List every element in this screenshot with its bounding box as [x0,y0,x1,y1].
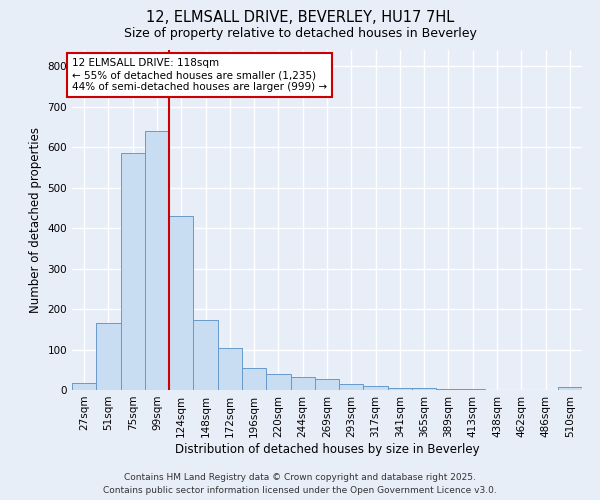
Bar [121,153,145,390]
Y-axis label: Number of detached properties: Number of detached properties [29,127,42,313]
Bar [388,388,412,390]
Bar [193,320,218,390]
Bar [558,387,582,390]
Bar [315,378,339,390]
Text: Size of property relative to detached houses in Beverley: Size of property relative to detached ho… [124,28,476,40]
Text: 12, ELMSALL DRIVE, BEVERLEY, HU17 7HL: 12, ELMSALL DRIVE, BEVERLEY, HU17 7HL [146,10,454,25]
Bar [461,389,485,390]
Bar [290,376,315,390]
Bar [339,384,364,390]
Bar [436,389,461,390]
Text: 12 ELMSALL DRIVE: 118sqm
← 55% of detached houses are smaller (1,235)
44% of sem: 12 ELMSALL DRIVE: 118sqm ← 55% of detach… [72,58,327,92]
Bar [96,323,121,390]
Bar [266,374,290,390]
Bar [169,216,193,390]
Bar [145,131,169,390]
Bar [218,348,242,390]
Bar [412,388,436,390]
Bar [364,386,388,390]
Bar [72,382,96,390]
X-axis label: Distribution of detached houses by size in Beverley: Distribution of detached houses by size … [175,442,479,456]
Bar [242,368,266,390]
Text: Contains HM Land Registry data © Crown copyright and database right 2025.
Contai: Contains HM Land Registry data © Crown c… [103,474,497,495]
